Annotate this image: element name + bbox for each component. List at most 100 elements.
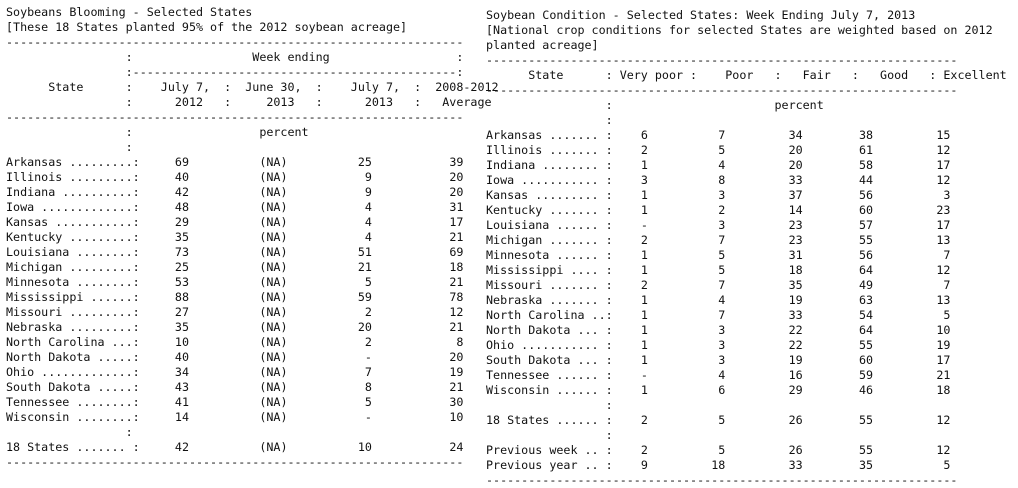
value-cell: (NA) xyxy=(188,410,288,424)
table-row: Mississippi ......: 88 (NA) 59 78 xyxy=(6,290,464,304)
value-cell: (NA) xyxy=(188,155,288,169)
value-cell: 69 xyxy=(139,155,189,169)
state-name: Mississippi .... xyxy=(486,263,606,277)
table-row: Indiana ........ : 1 4 20 58 17 xyxy=(486,158,951,172)
value-cell: 26 xyxy=(725,443,803,457)
value-cell: 35 xyxy=(139,230,189,244)
state-name: South Dakota ..... xyxy=(6,380,133,394)
value-cell: 27 xyxy=(139,305,189,319)
header-line: State : Very poor : Poor : Fair : Good :… xyxy=(486,68,1007,82)
value-cell: 10 xyxy=(287,440,372,454)
value-cell: 4 xyxy=(647,293,726,307)
state-name: North Carolina ... xyxy=(6,335,133,349)
state-name: 18 States ....... xyxy=(6,440,133,454)
header-line: : xyxy=(6,140,133,154)
spacer-line: : xyxy=(486,428,613,442)
value-cell: 31 xyxy=(725,248,803,262)
state-name: Louisiana ...... xyxy=(486,218,606,232)
header-line: : Week ending : xyxy=(6,50,464,64)
value-cell: 20 xyxy=(371,170,464,184)
value-cell: 20 xyxy=(371,185,464,199)
value-cell: (NA) xyxy=(188,305,288,319)
value-cell: 9 xyxy=(287,185,372,199)
value-cell: 1 xyxy=(612,338,648,352)
table-row: Louisiana ...... : - 3 23 57 17 xyxy=(486,218,951,232)
table-row: Michigan ....... : 2 7 23 55 13 xyxy=(486,233,951,247)
table-row: Missouri .........: 27 (NA) 2 12 xyxy=(6,305,464,319)
value-cell: 20 xyxy=(725,158,803,172)
table-row: Illinois .........: 40 (NA) 9 20 xyxy=(6,170,464,184)
value-cell: 5 xyxy=(647,263,726,277)
state-name: 18 States ...... xyxy=(486,413,606,427)
value-cell: 7 xyxy=(647,308,726,322)
value-cell: 5 xyxy=(287,395,372,409)
value-cell: 2 xyxy=(612,443,648,457)
state-name: Minnesota ...... xyxy=(486,248,606,262)
value-cell: 2 xyxy=(612,278,648,292)
value-cell: 3 xyxy=(873,188,951,202)
state-name: South Dakota ... xyxy=(486,353,606,367)
state-name: Indiana .......... xyxy=(6,185,133,199)
value-cell: 14 xyxy=(725,203,803,217)
value-cell: 17 xyxy=(371,215,464,229)
table-title: Soybean Condition - Selected States: Wee… xyxy=(486,8,916,22)
value-cell: 22 xyxy=(725,323,803,337)
value-cell: 9 xyxy=(287,170,372,184)
table-row: North Dakota ... : 1 3 22 64 10 xyxy=(486,323,951,337)
value-cell: 38 xyxy=(802,128,874,142)
value-cell: 7 xyxy=(287,365,372,379)
state-name: Indiana ........ xyxy=(486,158,606,172)
value-cell: 23 xyxy=(725,233,803,247)
table-row: Indiana ..........: 42 (NA) 9 20 xyxy=(6,185,464,199)
value-cell: 18 xyxy=(873,383,951,397)
state-name: Minnesota ........ xyxy=(6,275,133,289)
value-cell: 12 xyxy=(873,443,951,457)
value-cell: 64 xyxy=(802,263,874,277)
header-line: :---------------------------------------… xyxy=(6,65,464,79)
state-name: Tennessee ...... xyxy=(486,368,606,382)
value-cell: 30 xyxy=(371,395,464,409)
table-row: North Carolina ..: 1 7 33 54 5 xyxy=(486,308,951,322)
value-cell: (NA) xyxy=(188,440,288,454)
value-cell: 4 xyxy=(647,158,726,172)
value-cell: (NA) xyxy=(188,380,288,394)
footer-rule: ----------------------------------------… xyxy=(6,455,464,469)
value-cell: 21 xyxy=(873,368,951,382)
value-cell: 64 xyxy=(802,323,874,337)
value-cell: 10 xyxy=(139,335,189,349)
state-name: Missouri ....... xyxy=(486,278,606,292)
value-cell: 9 xyxy=(612,458,648,472)
value-cell: 40 xyxy=(139,170,189,184)
value-cell: 13 xyxy=(873,293,951,307)
value-cell: 2 xyxy=(287,335,372,349)
value-cell: 6 xyxy=(647,383,726,397)
state-name: Iowa ........... xyxy=(486,173,606,187)
value-cell: 33 xyxy=(725,308,803,322)
value-cell: 35 xyxy=(802,458,874,472)
value-cell: 60 xyxy=(802,353,874,367)
value-cell: 1 xyxy=(612,353,648,367)
value-cell: 1 xyxy=(612,248,648,262)
summary-row: Previous week .. : 2 5 26 55 12 xyxy=(486,443,951,457)
state-name: Illinois ......... xyxy=(6,170,133,184)
state-name: Previous week .. xyxy=(486,443,606,457)
value-cell: 7 xyxy=(647,233,726,247)
value-cell: 55 xyxy=(802,413,874,427)
state-name: Missouri ......... xyxy=(6,305,133,319)
value-cell: 17 xyxy=(873,353,951,367)
value-cell: (NA) xyxy=(188,215,288,229)
value-cell: 61 xyxy=(802,143,874,157)
value-cell: 69 xyxy=(371,245,464,259)
value-cell: 14 xyxy=(139,410,189,424)
value-cell: 6 xyxy=(612,128,648,142)
value-cell: 29 xyxy=(725,383,803,397)
state-name: Arkansas ....... xyxy=(486,128,606,142)
value-cell: 41 xyxy=(139,395,189,409)
table-note: [National crop conditions for selected S… xyxy=(486,23,993,37)
value-cell: 59 xyxy=(802,368,874,382)
table-row: Nebraska ....... : 1 4 19 63 13 xyxy=(486,293,951,307)
value-cell: 29 xyxy=(139,215,189,229)
table-row: Kentucky .........: 35 (NA) 4 21 xyxy=(6,230,464,244)
value-cell: (NA) xyxy=(188,275,288,289)
value-cell: 33 xyxy=(725,458,803,472)
